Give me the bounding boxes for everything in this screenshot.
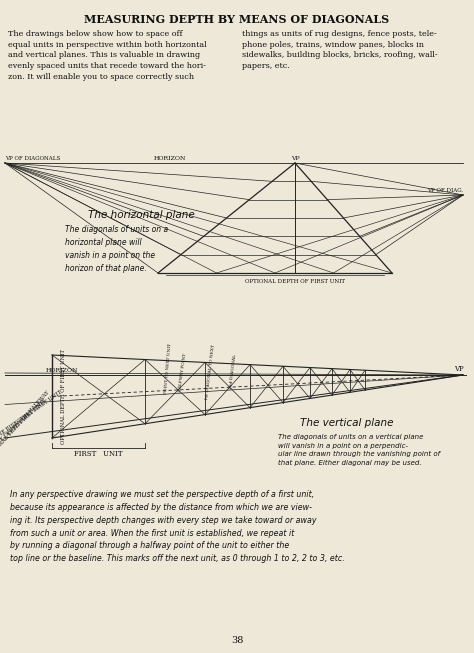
Text: POINT TO NEXT UNIT: POINT TO NEXT UNIT	[164, 342, 172, 394]
Text: things as units of rug designs, fence posts, tele-
phone poles, trains, window p: things as units of rug designs, fence po…	[242, 30, 438, 70]
Text: The diagonals of units on a vertical plane
will vanish in a point on a perpendic: The diagonals of units on a vertical pla…	[278, 434, 440, 466]
Text: LINE BISECTING FIRST UNIT: LINE BISECTING FIRST UNIT	[0, 389, 63, 441]
Text: VP: VP	[291, 156, 299, 161]
Text: HORIZON: HORIZON	[46, 368, 78, 373]
Text: VP: VP	[455, 365, 464, 373]
Text: HORIZON: HORIZON	[154, 156, 186, 161]
Text: The horizontal plane: The horizontal plane	[88, 210, 195, 220]
Text: The drawings below show how to space off
equal units in perspective within both : The drawings below show how to space off…	[8, 30, 207, 81]
Text: OPTIONAL DEPTH OF FIRST UNIT: OPTIONAL DEPTH OF FIRST UNIT	[245, 279, 345, 284]
Text: FIRST   UNIT: FIRST UNIT	[74, 450, 123, 458]
Text: The diagonals of units on a
horizontal plane will
vanish in a point on the
horiz: The diagonals of units on a horizontal p…	[65, 225, 168, 272]
Text: VP OF DIAGONALS: VP OF DIAGONALS	[5, 156, 60, 161]
Text: VP OF DIAG.: VP OF DIAG.	[427, 188, 463, 193]
Text: The vertical plane: The vertical plane	[300, 418, 393, 428]
Text: 2nd DIAGONAL: 2nd DIAGONAL	[229, 355, 237, 390]
Text: In any perspective drawing we must set the perspective depth of a first unit,
be: In any perspective drawing we must set t…	[10, 490, 345, 564]
Text: 38: 38	[231, 636, 243, 645]
Text: PERSPECTIVE DEPTH FIRST UNIT: PERSPECTIVE DEPTH FIRST UNIT	[0, 398, 47, 466]
Text: HALFWAY POINT: HALFWAY POINT	[178, 352, 188, 392]
Text: 1st DIAGONAL TO NEXT: 1st DIAGONAL TO NEXT	[205, 344, 215, 400]
Text: DIAGONAL THROUGH HALFWAY: DIAGONAL THROUGH HALFWAY	[0, 390, 50, 460]
Text: MEASURING DEPTH BY MEANS OF DIAGONALS: MEASURING DEPTH BY MEANS OF DIAGONALS	[84, 14, 390, 25]
Text: OPTIONAL DEPTH OF FIRST UNIT: OPTIONAL DEPTH OF FIRST UNIT	[62, 349, 66, 444]
